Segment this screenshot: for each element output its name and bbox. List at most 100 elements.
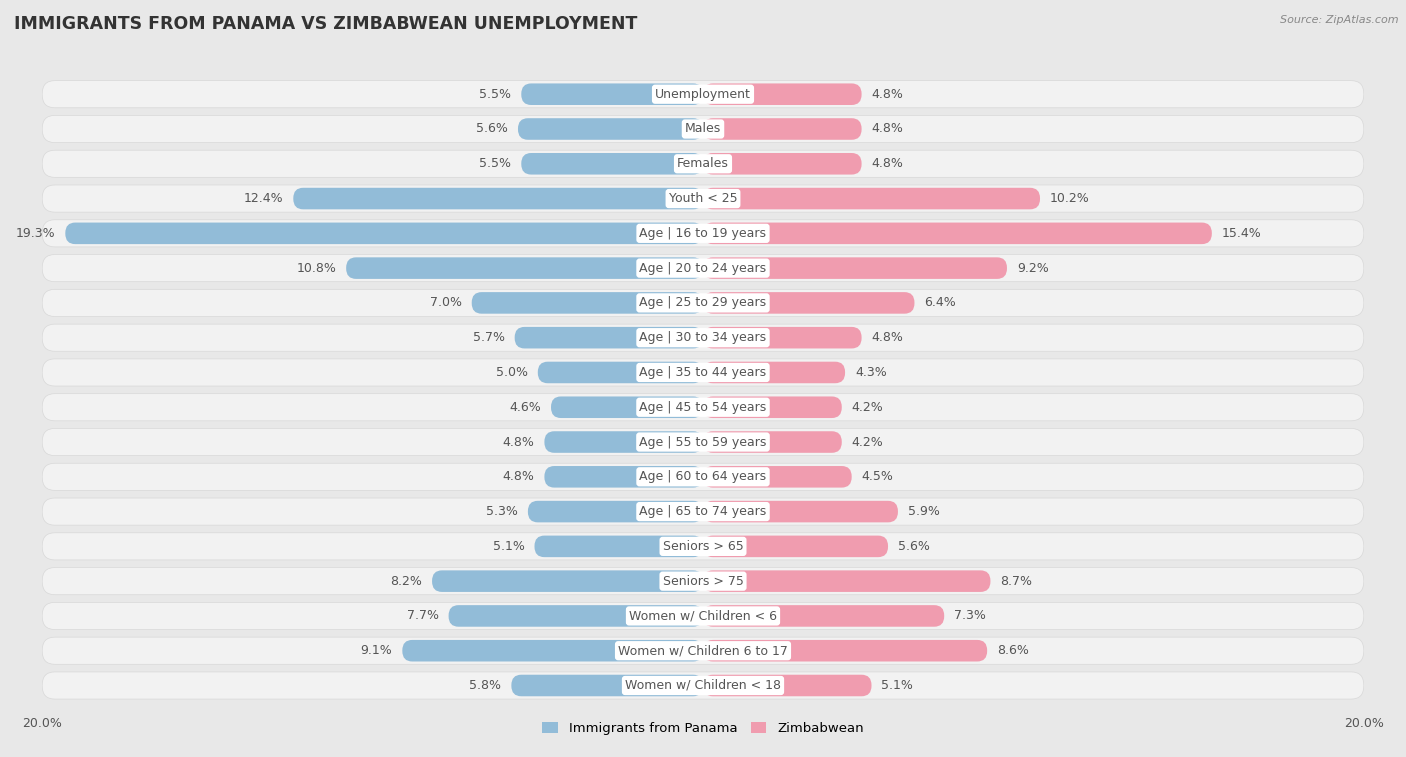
FancyBboxPatch shape [42, 81, 1364, 107]
FancyBboxPatch shape [449, 605, 703, 627]
FancyBboxPatch shape [42, 498, 1364, 525]
FancyBboxPatch shape [294, 188, 703, 210]
FancyBboxPatch shape [471, 292, 703, 313]
FancyBboxPatch shape [42, 115, 1364, 142]
Text: 4.8%: 4.8% [872, 157, 904, 170]
Text: 4.8%: 4.8% [872, 88, 904, 101]
FancyBboxPatch shape [522, 153, 703, 175]
Text: Youth < 25: Youth < 25 [669, 192, 737, 205]
FancyBboxPatch shape [42, 324, 1364, 351]
Text: Women w/ Children < 18: Women w/ Children < 18 [626, 679, 780, 692]
Text: 5.5%: 5.5% [479, 157, 512, 170]
Text: 4.8%: 4.8% [502, 470, 534, 483]
Text: Age | 25 to 29 years: Age | 25 to 29 years [640, 297, 766, 310]
Text: 8.6%: 8.6% [997, 644, 1029, 657]
Text: Age | 35 to 44 years: Age | 35 to 44 years [640, 366, 766, 379]
Text: 4.8%: 4.8% [872, 123, 904, 136]
FancyBboxPatch shape [346, 257, 703, 279]
FancyBboxPatch shape [703, 257, 1007, 279]
Text: Age | 65 to 74 years: Age | 65 to 74 years [640, 505, 766, 518]
Text: 5.6%: 5.6% [898, 540, 929, 553]
Text: Age | 30 to 34 years: Age | 30 to 34 years [640, 331, 766, 344]
Text: 8.2%: 8.2% [391, 575, 422, 587]
Text: 5.3%: 5.3% [486, 505, 517, 518]
FancyBboxPatch shape [42, 394, 1364, 421]
Text: Age | 60 to 64 years: Age | 60 to 64 years [640, 470, 766, 483]
Text: Women w/ Children < 6: Women w/ Children < 6 [628, 609, 778, 622]
FancyBboxPatch shape [42, 428, 1364, 456]
Text: Seniors > 75: Seniors > 75 [662, 575, 744, 587]
Text: 5.1%: 5.1% [492, 540, 524, 553]
FancyBboxPatch shape [703, 397, 842, 418]
FancyBboxPatch shape [42, 254, 1364, 282]
FancyBboxPatch shape [42, 150, 1364, 177]
Text: 9.2%: 9.2% [1017, 262, 1049, 275]
FancyBboxPatch shape [703, 118, 862, 140]
FancyBboxPatch shape [537, 362, 703, 383]
FancyBboxPatch shape [703, 83, 862, 105]
FancyBboxPatch shape [703, 640, 987, 662]
FancyBboxPatch shape [517, 118, 703, 140]
FancyBboxPatch shape [703, 188, 1040, 210]
Text: 10.2%: 10.2% [1050, 192, 1090, 205]
FancyBboxPatch shape [551, 397, 703, 418]
Text: 12.4%: 12.4% [243, 192, 284, 205]
Text: 4.5%: 4.5% [862, 470, 893, 483]
FancyBboxPatch shape [544, 466, 703, 488]
FancyBboxPatch shape [703, 327, 862, 348]
Text: 7.7%: 7.7% [406, 609, 439, 622]
Text: 4.2%: 4.2% [852, 435, 883, 449]
FancyBboxPatch shape [512, 674, 703, 696]
Text: 15.4%: 15.4% [1222, 227, 1261, 240]
FancyBboxPatch shape [544, 431, 703, 453]
Text: Women w/ Children 6 to 17: Women w/ Children 6 to 17 [619, 644, 787, 657]
Text: 4.8%: 4.8% [872, 331, 904, 344]
FancyBboxPatch shape [42, 637, 1364, 665]
FancyBboxPatch shape [42, 359, 1364, 386]
Text: 5.7%: 5.7% [472, 331, 505, 344]
Text: 19.3%: 19.3% [15, 227, 55, 240]
FancyBboxPatch shape [703, 292, 914, 313]
Text: Unemployment: Unemployment [655, 88, 751, 101]
FancyBboxPatch shape [534, 536, 703, 557]
Text: 4.6%: 4.6% [509, 400, 541, 414]
FancyBboxPatch shape [522, 83, 703, 105]
FancyBboxPatch shape [703, 605, 945, 627]
Text: Age | 16 to 19 years: Age | 16 to 19 years [640, 227, 766, 240]
Text: 5.5%: 5.5% [479, 88, 512, 101]
Text: 10.8%: 10.8% [297, 262, 336, 275]
Text: 5.0%: 5.0% [496, 366, 527, 379]
FancyBboxPatch shape [42, 568, 1364, 595]
FancyBboxPatch shape [527, 501, 703, 522]
FancyBboxPatch shape [703, 153, 862, 175]
Text: 6.4%: 6.4% [924, 297, 956, 310]
FancyBboxPatch shape [42, 533, 1364, 560]
Text: 4.2%: 4.2% [852, 400, 883, 414]
Text: Seniors > 65: Seniors > 65 [662, 540, 744, 553]
Text: Females: Females [678, 157, 728, 170]
FancyBboxPatch shape [703, 431, 842, 453]
FancyBboxPatch shape [65, 223, 703, 244]
Text: 7.0%: 7.0% [430, 297, 461, 310]
Text: Source: ZipAtlas.com: Source: ZipAtlas.com [1281, 15, 1399, 25]
Text: 5.9%: 5.9% [908, 505, 939, 518]
FancyBboxPatch shape [432, 570, 703, 592]
FancyBboxPatch shape [703, 674, 872, 696]
Text: IMMIGRANTS FROM PANAMA VS ZIMBABWEAN UNEMPLOYMENT: IMMIGRANTS FROM PANAMA VS ZIMBABWEAN UNE… [14, 15, 637, 33]
Legend: Immigrants from Panama, Zimbabwean: Immigrants from Panama, Zimbabwean [537, 717, 869, 740]
FancyBboxPatch shape [42, 463, 1364, 491]
Text: 5.1%: 5.1% [882, 679, 914, 692]
Text: 4.3%: 4.3% [855, 366, 887, 379]
Text: Age | 45 to 54 years: Age | 45 to 54 years [640, 400, 766, 414]
FancyBboxPatch shape [42, 603, 1364, 630]
Text: 7.3%: 7.3% [955, 609, 986, 622]
FancyBboxPatch shape [703, 466, 852, 488]
FancyBboxPatch shape [703, 536, 889, 557]
Text: Age | 20 to 24 years: Age | 20 to 24 years [640, 262, 766, 275]
FancyBboxPatch shape [402, 640, 703, 662]
Text: 9.1%: 9.1% [361, 644, 392, 657]
FancyBboxPatch shape [703, 223, 1212, 244]
FancyBboxPatch shape [515, 327, 703, 348]
Text: 4.8%: 4.8% [502, 435, 534, 449]
Text: 5.8%: 5.8% [470, 679, 502, 692]
